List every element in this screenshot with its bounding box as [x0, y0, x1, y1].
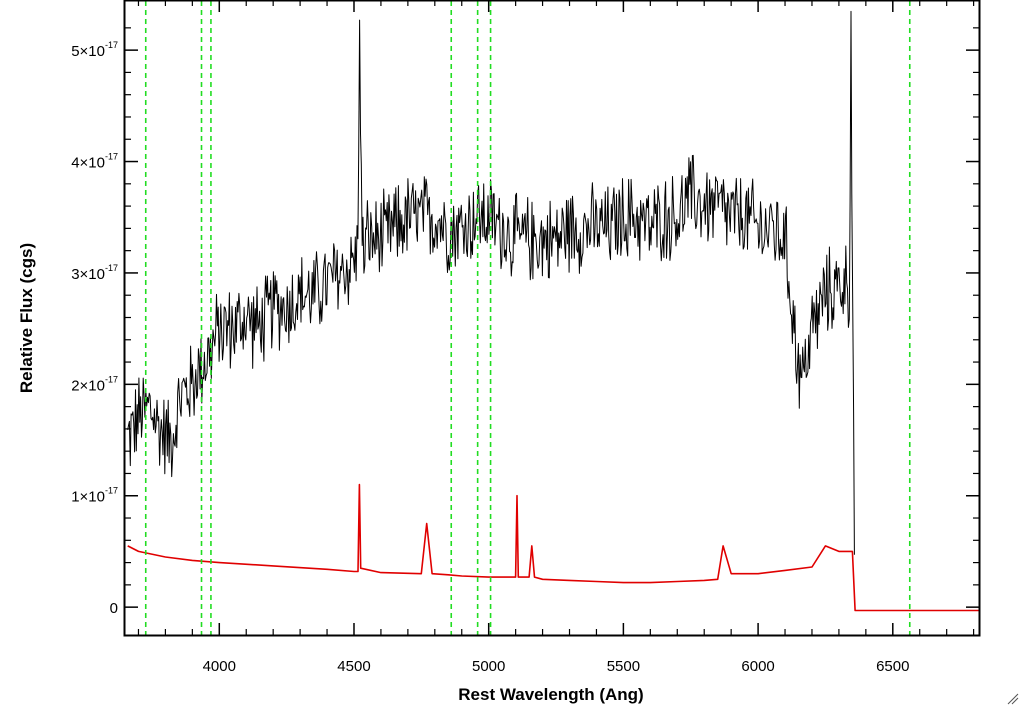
x-axis: 4000 4500 5000 5500 6000 6500	[137, 0, 975, 675]
y-tick-label: 0	[110, 600, 118, 617]
y-tick-label: 4×10-17	[71, 152, 118, 172]
y-tick-label: 2×10-17	[71, 374, 118, 394]
resize-grip[interactable]	[1007, 693, 1019, 705]
series-line-2	[127, 483, 979, 612]
x-tick-label: 5000	[472, 658, 505, 675]
x-tick-label: 6000	[741, 658, 774, 675]
x-tick-label: 4000	[203, 658, 236, 675]
plot-frame	[123, 0, 981, 637]
x-tick-label: 6500	[876, 658, 909, 675]
y-tick-label: 5×10-17	[71, 40, 118, 60]
y-axis: 0 1×10-17 2×10-17 3×10-17 4×10-17 5×10-17	[71, 27, 979, 617]
y-tick-label: 3×10-17	[71, 263, 118, 283]
x-tick-label: 4500	[337, 658, 370, 675]
x-axis-label: Rest Wavelength (Ang)	[458, 685, 643, 704]
y-axis-label: Relative Flux (cgs)	[17, 243, 36, 393]
plot-area	[127, 1, 979, 635]
x-tick-label: 5500	[607, 658, 640, 675]
y-tick-label: 1×10-17	[71, 486, 118, 506]
